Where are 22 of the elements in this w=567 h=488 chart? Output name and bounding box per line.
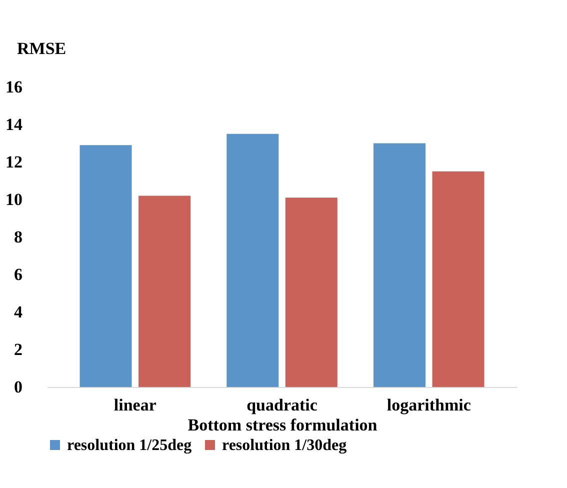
bar: [80, 145, 132, 387]
x-axis-title: Bottom stress formulation: [188, 416, 378, 434]
bar: [374, 143, 426, 387]
bar: [226, 134, 279, 387]
y-tick-label: 16: [6, 78, 22, 96]
bar: [138, 196, 190, 387]
y-tick-label: 12: [6, 152, 22, 172]
y-tick-label: 14: [6, 115, 23, 134]
y-tick-label: 8: [14, 228, 22, 246]
y-tick-label: 2: [14, 340, 22, 359]
x-tick-label: logarithmic: [386, 396, 472, 414]
bar: [285, 198, 338, 387]
y-tick-label: 6: [14, 265, 22, 284]
y-axis-title: RMSE: [17, 39, 66, 58]
legend-label: resolution 1/30deg: [222, 437, 347, 454]
x-tick-label: linear: [114, 396, 157, 414]
y-tick-label: 0: [14, 378, 22, 396]
legend-label: resolution 1/25deg: [67, 437, 192, 454]
bar: [432, 171, 484, 387]
x-tick-label: quadratic: [246, 396, 318, 414]
y-tick-label: 4: [14, 302, 23, 322]
y-tick-label: 10: [6, 190, 22, 209]
